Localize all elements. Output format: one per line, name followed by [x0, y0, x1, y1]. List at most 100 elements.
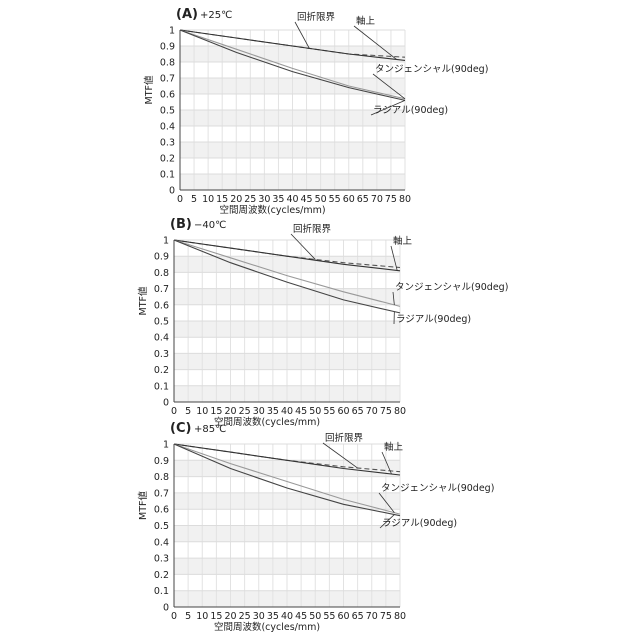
x-tick-label: 25 [244, 194, 256, 205]
temperature-label: +85℃ [194, 424, 226, 435]
annotation-label: ラジアル(90deg) [396, 314, 471, 325]
x-tick-label: 15 [210, 611, 222, 622]
annotation-label: 軸上 [384, 441, 404, 453]
y-axis-title: MTF値 [137, 491, 149, 520]
x-tick-label: 70 [371, 194, 383, 205]
x-tick-label: 15 [210, 406, 222, 417]
y-tick-label: 0.6 [160, 90, 175, 101]
y-tick-label: 0.7 [160, 74, 175, 85]
x-tick-label: 10 [202, 194, 214, 205]
y-tick-label: 0.3 [160, 138, 175, 149]
y-tick-label: 0.9 [154, 456, 169, 467]
x-tick-label: 65 [357, 194, 369, 205]
y-axis-title: MTF値 [137, 286, 149, 315]
annotation-label: 軸上 [393, 235, 413, 247]
y-tick-label: 1 [169, 26, 175, 37]
y-tick-label: 0.5 [160, 106, 175, 117]
x-tick-label: 55 [323, 611, 335, 622]
x-tick-label: 45 [301, 194, 313, 205]
x-tick-label: 30 [253, 611, 265, 622]
y-tick-label: 0.1 [154, 381, 169, 392]
y-tick-label: 0.5 [154, 317, 169, 328]
y-tick-label: 0.2 [154, 570, 169, 581]
x-tick-label: 0 [177, 194, 183, 205]
y-tick-label: 0.8 [154, 268, 169, 279]
y-tick-label: 0.5 [154, 521, 169, 532]
panel-label: (C) [170, 421, 191, 436]
x-tick-label: 75 [380, 406, 392, 417]
x-tick-label: 35 [267, 406, 279, 417]
annotation-label: ラジアル(90deg) [373, 105, 448, 116]
y-tick-label: 0.4 [160, 122, 175, 133]
y-tick-label: 0 [169, 186, 175, 197]
x-axis-title: 空間周波数(cycles/mm) [214, 416, 320, 428]
x-tick-label: 45 [295, 611, 307, 622]
y-tick-label: 0.7 [154, 284, 169, 295]
annotation-label: 回折限界 [325, 432, 364, 444]
y-tick-label: 0.4 [154, 537, 169, 548]
chart-panel-1: 00.10.20.30.40.50.60.70.80.9105101520253… [143, 7, 488, 216]
x-tick-label: 70 [366, 406, 378, 417]
y-tick-label: 0.2 [154, 365, 169, 376]
x-tick-label: 80 [394, 611, 406, 622]
x-tick-label: 45 [295, 406, 307, 417]
x-tick-label: 80 [399, 194, 411, 205]
y-tick-label: 0.1 [154, 586, 169, 597]
x-tick-label: 55 [329, 194, 341, 205]
x-tick-label: 40 [286, 194, 298, 205]
x-tick-label: 20 [224, 406, 236, 417]
annotation-label: 回折限界 [297, 11, 336, 23]
y-tick-label: 0.8 [154, 472, 169, 483]
temperature-label: +25℃ [200, 10, 232, 21]
x-tick-label: 5 [191, 194, 197, 205]
x-tick-label: 10 [196, 611, 208, 622]
annotation-label: ラジアル(90deg) [382, 518, 457, 529]
x-tick-label: 70 [366, 611, 378, 622]
y-tick-label: 0.3 [154, 554, 169, 565]
annotation-label: タンジェンシャル(90deg) [381, 483, 494, 494]
x-tick-label: 65 [352, 406, 364, 417]
y-tick-label: 0 [163, 398, 169, 409]
panel-label: (A) [176, 7, 198, 22]
x-tick-label: 60 [337, 611, 349, 622]
temperature-label: −40℃ [194, 220, 226, 231]
x-tick-label: 40 [281, 611, 293, 622]
x-tick-label: 50 [309, 406, 321, 417]
y-tick-label: 0.6 [154, 300, 169, 311]
y-tick-label: 0.7 [154, 488, 169, 499]
x-tick-label: 65 [352, 611, 364, 622]
y-tick-label: 0.4 [154, 333, 169, 344]
x-tick-label: 15 [216, 194, 228, 205]
y-tick-label: 0 [163, 603, 169, 614]
x-tick-label: 30 [253, 406, 265, 417]
y-tick-label: 1 [163, 236, 169, 247]
panel-label: (B) [170, 217, 192, 232]
annotation-label: タンジェンシャル(90deg) [395, 282, 508, 293]
x-tick-label: 5 [185, 611, 191, 622]
chart-panel-3: 00.10.20.30.40.50.60.70.80.9105101520253… [137, 421, 494, 633]
y-tick-label: 0.9 [160, 42, 175, 53]
x-tick-label: 60 [337, 406, 349, 417]
x-axis-title: 空間周波数(cycles/mm) [219, 204, 325, 216]
x-tick-label: 0 [171, 611, 177, 622]
annotation-label: タンジェンシャル(90deg) [375, 64, 488, 75]
x-tick-label: 20 [224, 611, 236, 622]
x-tick-label: 75 [385, 194, 397, 205]
y-tick-label: 1 [163, 440, 169, 451]
chart-panel-2: 00.10.20.30.40.50.60.70.80.9105101520253… [137, 217, 508, 428]
x-tick-label: 10 [196, 406, 208, 417]
x-tick-label: 25 [239, 611, 251, 622]
x-tick-label: 40 [281, 406, 293, 417]
y-axis-title: MTF値 [143, 75, 155, 104]
x-axis-title: 空間周波数(cycles/mm) [214, 621, 320, 633]
annotation-label: 軸上 [356, 15, 376, 27]
annotation-label: 回折限界 [293, 223, 332, 235]
x-tick-label: 60 [343, 194, 355, 205]
y-tick-label: 0.1 [160, 170, 175, 181]
x-tick-label: 20 [230, 194, 242, 205]
x-tick-label: 50 [315, 194, 327, 205]
x-tick-label: 50 [309, 611, 321, 622]
mtf-figure: 00.10.20.30.40.50.60.70.80.9105101520253… [0, 0, 640, 640]
x-tick-label: 35 [267, 611, 279, 622]
y-tick-label: 0.2 [160, 154, 175, 165]
